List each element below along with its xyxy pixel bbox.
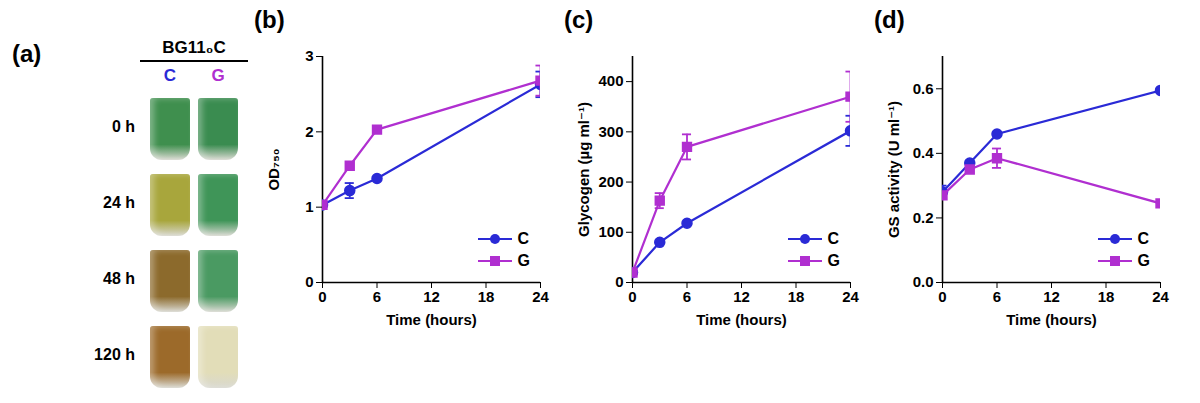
html-text:120 h: 120 h bbox=[94, 346, 135, 363]
svg-text:0: 0 bbox=[938, 288, 946, 305]
svg-text:0: 0 bbox=[305, 273, 313, 290]
svg-text:OD₇₅₀: OD₇₅₀ bbox=[265, 148, 282, 190]
html-text:C: C bbox=[827, 230, 840, 247]
svg-text:6: 6 bbox=[993, 288, 1001, 305]
svg-text:0.0: 0.0 bbox=[913, 273, 934, 290]
html-text:G: G bbox=[211, 66, 225, 85]
html-text:C: C bbox=[517, 230, 530, 247]
html-text:(c): (c) bbox=[564, 6, 594, 33]
svg-text:Time (hours): Time (hours) bbox=[1006, 311, 1097, 328]
svg-text:18: 18 bbox=[1098, 288, 1115, 305]
svg-text:6: 6 bbox=[373, 288, 381, 305]
html-text:G: G bbox=[1137, 252, 1150, 269]
svg-text:0: 0 bbox=[318, 288, 326, 305]
html-text:(b): (b) bbox=[254, 6, 285, 33]
svg-text:18: 18 bbox=[788, 288, 805, 305]
svg-text:GS activity (U ml⁻¹): GS activity (U ml⁻¹) bbox=[885, 101, 902, 238]
svg-text:6: 6 bbox=[683, 288, 691, 305]
svg-text:0.4: 0.4 bbox=[913, 144, 935, 161]
svg-text:300: 300 bbox=[598, 123, 623, 140]
html-text:(a): (a) bbox=[12, 40, 42, 67]
svg-text:24: 24 bbox=[842, 288, 859, 305]
svg-text:200: 200 bbox=[598, 173, 623, 190]
html-text:BG11₀C: BG11₀C bbox=[162, 38, 226, 57]
svg-text:Time (hours): Time (hours) bbox=[386, 311, 477, 328]
html-text:C: C bbox=[163, 66, 177, 85]
svg-text:Time (hours): Time (hours) bbox=[696, 311, 787, 328]
html-text:24 h: 24 h bbox=[103, 194, 135, 211]
html-text:G: G bbox=[827, 252, 840, 269]
svg-text:0.2: 0.2 bbox=[913, 209, 934, 226]
svg-text:Glycogen (µg ml⁻¹): Glycogen (µg ml⁻¹) bbox=[575, 102, 592, 237]
svg-text:1: 1 bbox=[305, 198, 313, 215]
svg-text:0: 0 bbox=[615, 273, 623, 290]
svg-text:0: 0 bbox=[628, 288, 636, 305]
svg-text:100: 100 bbox=[598, 223, 623, 240]
svg-text:24: 24 bbox=[1152, 288, 1169, 305]
svg-text:12: 12 bbox=[733, 288, 750, 305]
html-text:(d): (d) bbox=[874, 6, 905, 33]
svg-text:2: 2 bbox=[305, 123, 313, 140]
svg-text:12: 12 bbox=[1043, 288, 1060, 305]
html-text:0 h: 0 h bbox=[111, 118, 135, 135]
svg-text:0.6: 0.6 bbox=[913, 80, 934, 97]
svg-text:3: 3 bbox=[305, 47, 313, 64]
html-text:G: G bbox=[517, 252, 530, 269]
svg-text:12: 12 bbox=[423, 288, 440, 305]
svg-text:18: 18 bbox=[478, 288, 495, 305]
svg-text:24: 24 bbox=[532, 288, 549, 305]
html-text:C: C bbox=[1137, 230, 1150, 247]
svg-text:400: 400 bbox=[598, 72, 623, 89]
html-text:48 h: 48 h bbox=[103, 270, 135, 287]
